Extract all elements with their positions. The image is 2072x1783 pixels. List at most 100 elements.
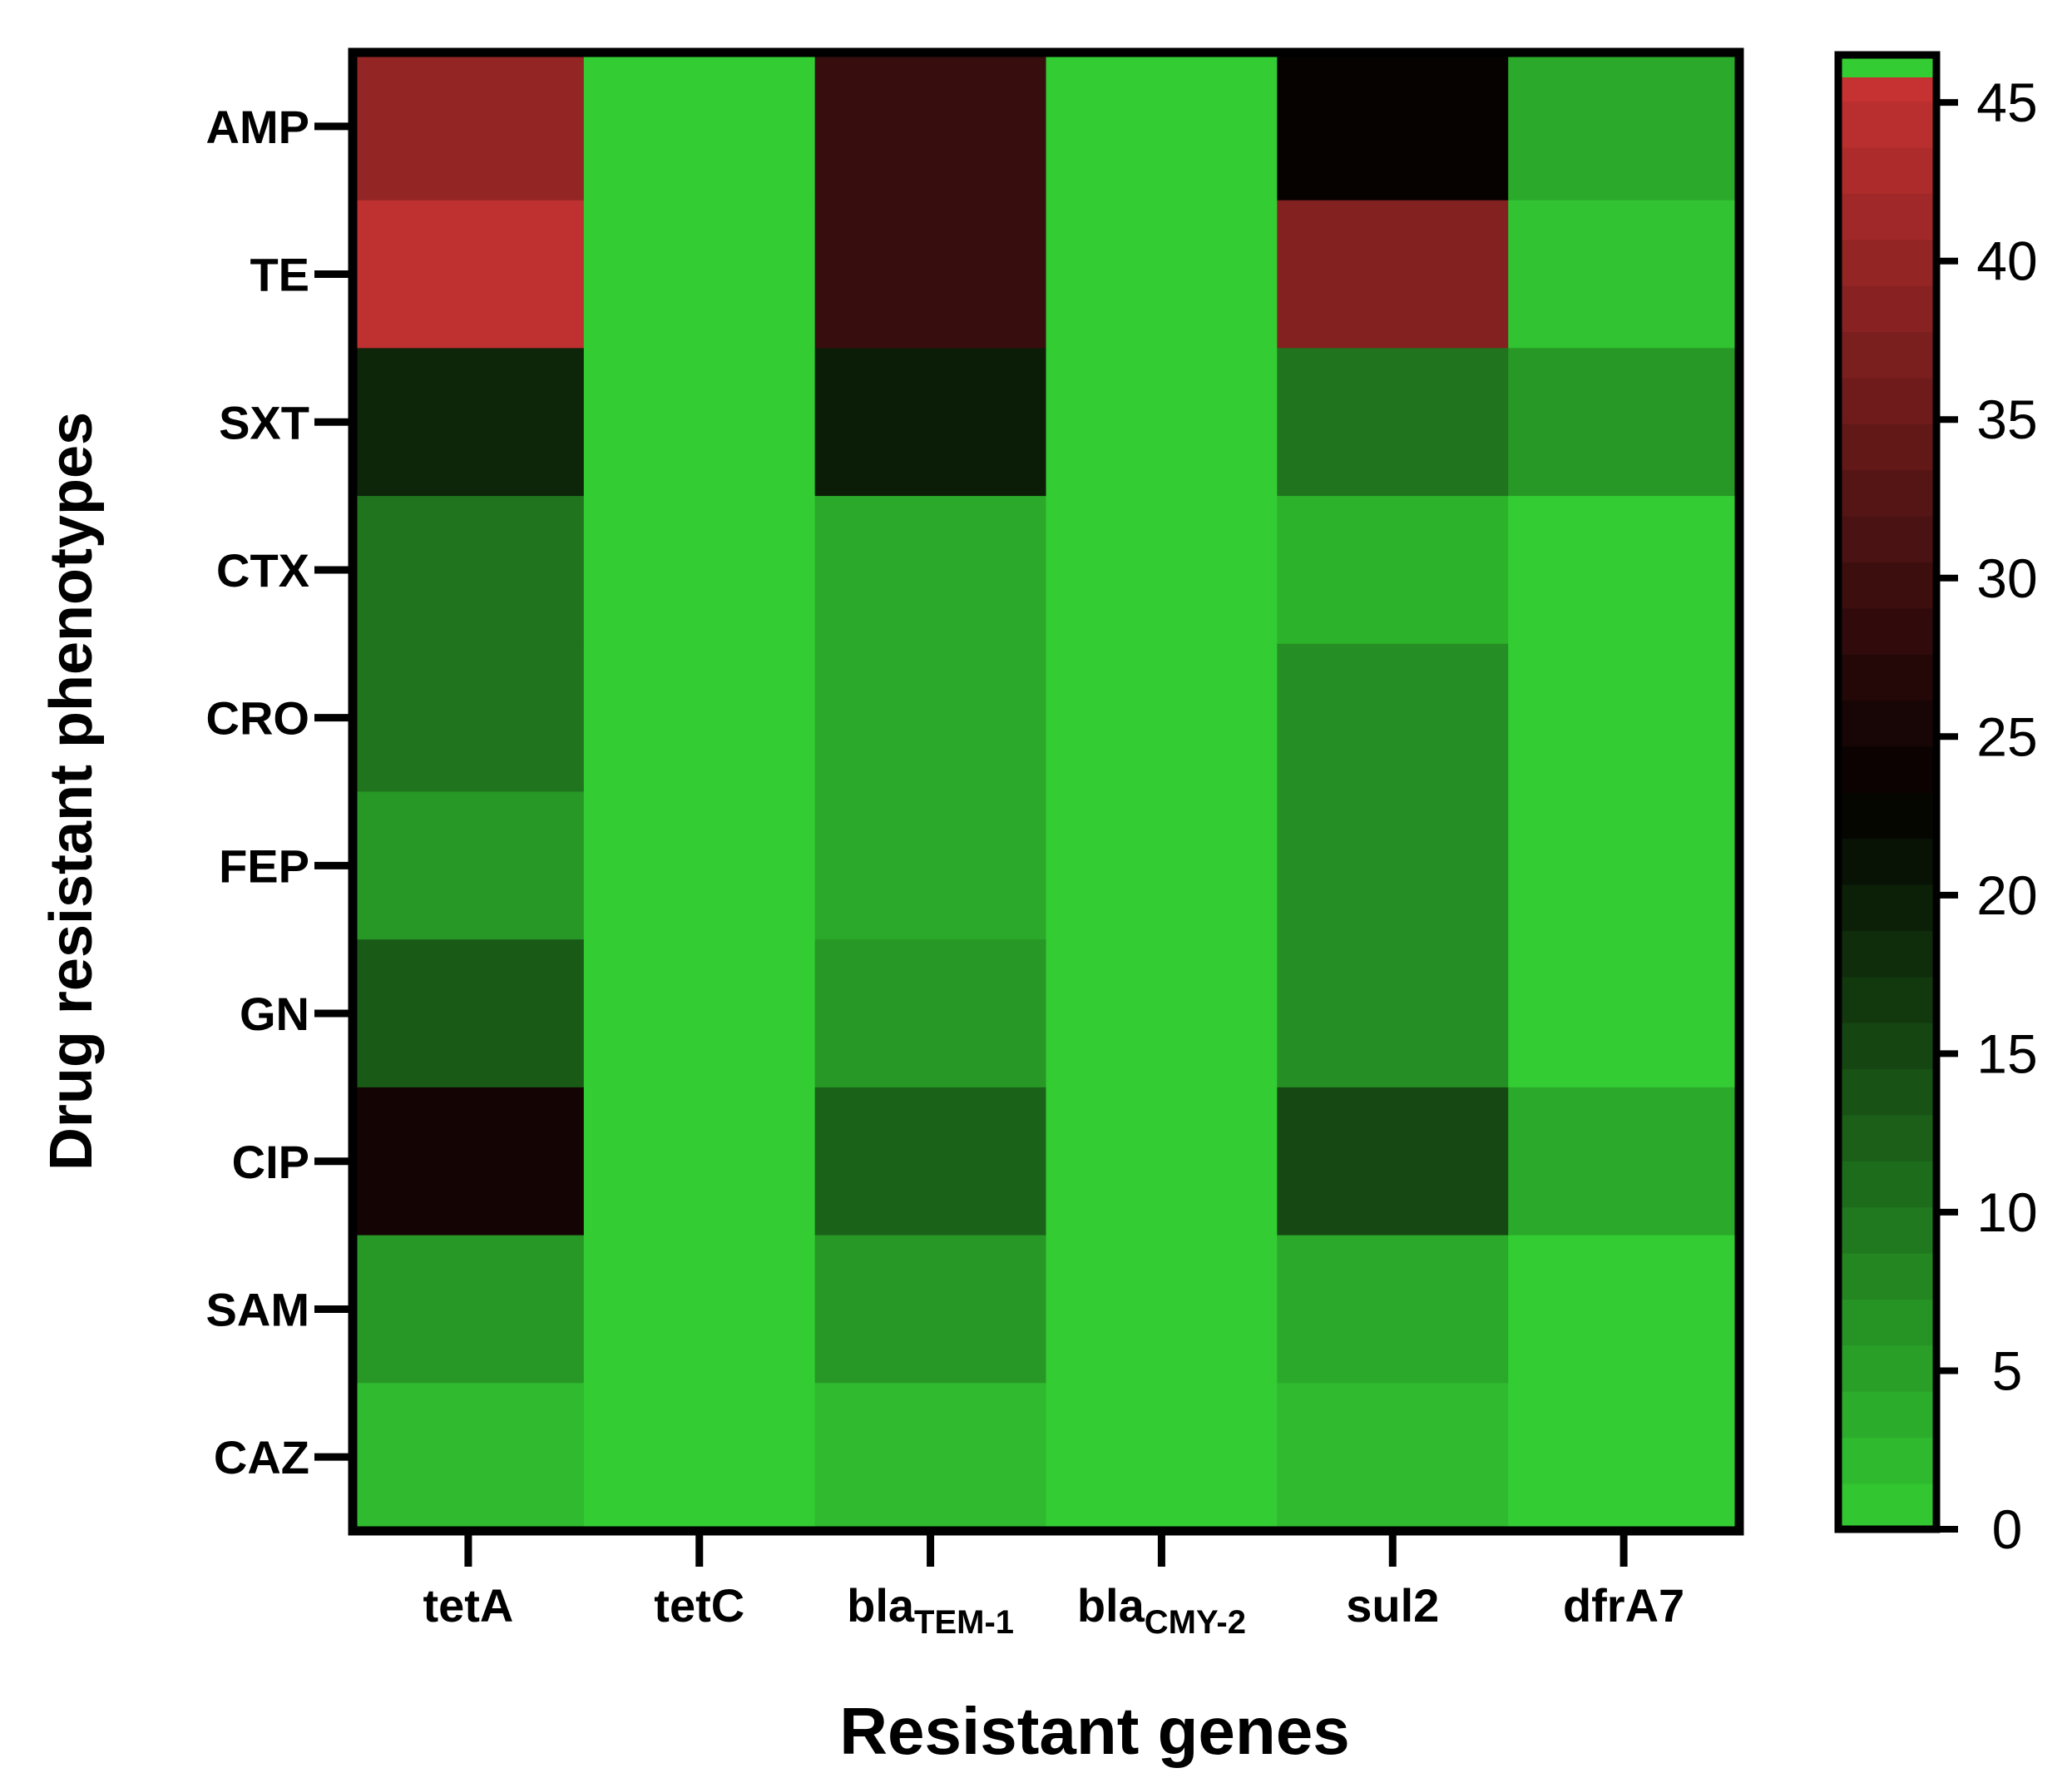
heatmap-cell [1277, 791, 1509, 940]
heatmap-cell [1046, 1235, 1278, 1384]
colorbar-level [1838, 1068, 1936, 1116]
x-tick-label: tetC [654, 1579, 744, 1632]
heatmap-cell [583, 496, 816, 645]
colorbar-tick-label: 10 [1976, 1181, 2037, 1243]
colorbar-tick-label: 35 [1976, 389, 2037, 450]
y-tick-label: CAZ [214, 1431, 309, 1483]
heatmap-cell [1046, 1383, 1278, 1532]
heatmap-cell [1277, 496, 1509, 645]
colorbar-level [1838, 745, 1936, 793]
heatmap-cell [1508, 791, 1740, 940]
heatmap-cell [583, 348, 816, 497]
x-tick-label: tetA [423, 1579, 513, 1632]
heatmap-cell [1277, 348, 1509, 497]
heatmap-cell [814, 1087, 1047, 1236]
heatmap-cell [814, 1383, 1047, 1532]
colorbar-level [1838, 1206, 1936, 1254]
y-tick-label: SXT [219, 396, 309, 448]
colorbar-level [1838, 976, 1936, 1023]
heatmap-cell [1508, 52, 1740, 201]
x-tick-label: blaCMY-2 [1077, 1579, 1246, 1641]
colorbar-level [1838, 792, 1936, 839]
colorbar-level [1838, 331, 1936, 379]
colorbar-tick-label: 30 [1976, 547, 2037, 609]
colorbar-level [1838, 515, 1936, 562]
colorbar-frame [1834, 51, 1941, 1533]
colorbar-level [1838, 884, 1936, 931]
y-tick-label: CIP [232, 1136, 309, 1188]
heatmap-cell [1277, 52, 1509, 201]
x-tick-label: sul2 [1346, 1579, 1439, 1632]
heatmap-cell [353, 939, 585, 1088]
colorbar-level [1838, 146, 1936, 194]
heatmap-cell [583, 791, 816, 940]
heatmap-cell [1046, 643, 1278, 793]
heatmap-cell [1277, 1087, 1509, 1236]
colorbar-level [1838, 285, 1936, 333]
colorbar-level [1838, 607, 1936, 655]
heatmap-cell [353, 1087, 585, 1236]
y-tick-label: CRO [206, 692, 309, 745]
colorbar-level [1838, 1390, 1936, 1439]
colorbar-level [1838, 1483, 1936, 1530]
colorbar-level [1838, 1161, 1936, 1208]
heatmap-cell [814, 348, 1047, 497]
plot-frame [348, 47, 1744, 1536]
heatmap-cell [583, 939, 816, 1088]
heatmap-cell [583, 52, 816, 201]
heatmap-cell [583, 1235, 816, 1384]
heatmap-cell [353, 52, 585, 201]
heatmap-cell [1508, 643, 1740, 793]
colorbar-tick-label: 5 [1992, 1340, 2023, 1401]
heatmap-cell [814, 200, 1047, 349]
colorbar-level [1838, 653, 1936, 701]
colorbar-level [1838, 193, 1936, 240]
colorbar-level [1838, 1252, 1936, 1300]
x-tick-label: blaTEM-1 [847, 1579, 1014, 1641]
colorbar-level [1838, 1345, 1936, 1392]
heatmap-cell [1508, 939, 1740, 1088]
y-tick-label: CTX [216, 544, 309, 597]
heatmap-cell [583, 200, 816, 349]
colorbar-tick-label: 15 [1976, 1023, 2037, 1084]
colorbar-tick-label: 40 [1976, 230, 2037, 292]
colorbar-level [1838, 1299, 1936, 1346]
heatmap-cell [1508, 496, 1740, 645]
heatmap-cell [1046, 496, 1278, 645]
colorbar-level [1838, 1022, 1936, 1070]
heatmap-cell [583, 1383, 816, 1532]
y-axis-title: Drug resistant phenotypes [38, 412, 105, 1171]
heatmap-cell [353, 643, 585, 793]
heatmap-cell [814, 1235, 1047, 1384]
heatmap-cell [814, 643, 1047, 793]
heatmap-cell [1046, 791, 1278, 940]
heatmap-cell [353, 1383, 585, 1532]
heatmap-cell [814, 791, 1047, 940]
y-tick-label: FEP [219, 839, 309, 892]
colorbar-level [1838, 423, 1936, 471]
x-axis: tetA tetC blaTEM-1 blaCMY-2 sul2 dfrA7 [423, 1531, 1684, 1641]
colorbar-level [1838, 700, 1936, 747]
heatmap-cell [1277, 200, 1509, 349]
heatmap-cell [353, 791, 585, 940]
heatmap-cell [1277, 1383, 1509, 1532]
heatmap-cell [353, 348, 585, 497]
colorbar-tick-label: 20 [1976, 864, 2037, 926]
heatmap-cell [583, 643, 816, 793]
heatmap-cell [1046, 52, 1278, 201]
colorbar-level [1838, 1114, 1936, 1161]
heatmap-cell [1046, 939, 1278, 1088]
heatmap-cells [353, 52, 1740, 1532]
heatmap-cell [814, 52, 1047, 201]
heatmap-cell [1046, 348, 1278, 497]
colorbar-level [1838, 101, 1936, 148]
y-tick-label: SAM [206, 1283, 309, 1335]
heatmap-cell [583, 1087, 816, 1236]
y-tick-label: GN [240, 988, 309, 1040]
heatmap-cell [353, 1235, 585, 1384]
heatmap-cell [1046, 1087, 1278, 1236]
x-axis-title: Resistant genes [839, 1694, 1350, 1768]
heatmap-cell [1508, 348, 1740, 497]
colorbar: 0 5 10 15 20 25 30 35 40 45 [1834, 51, 2038, 1560]
